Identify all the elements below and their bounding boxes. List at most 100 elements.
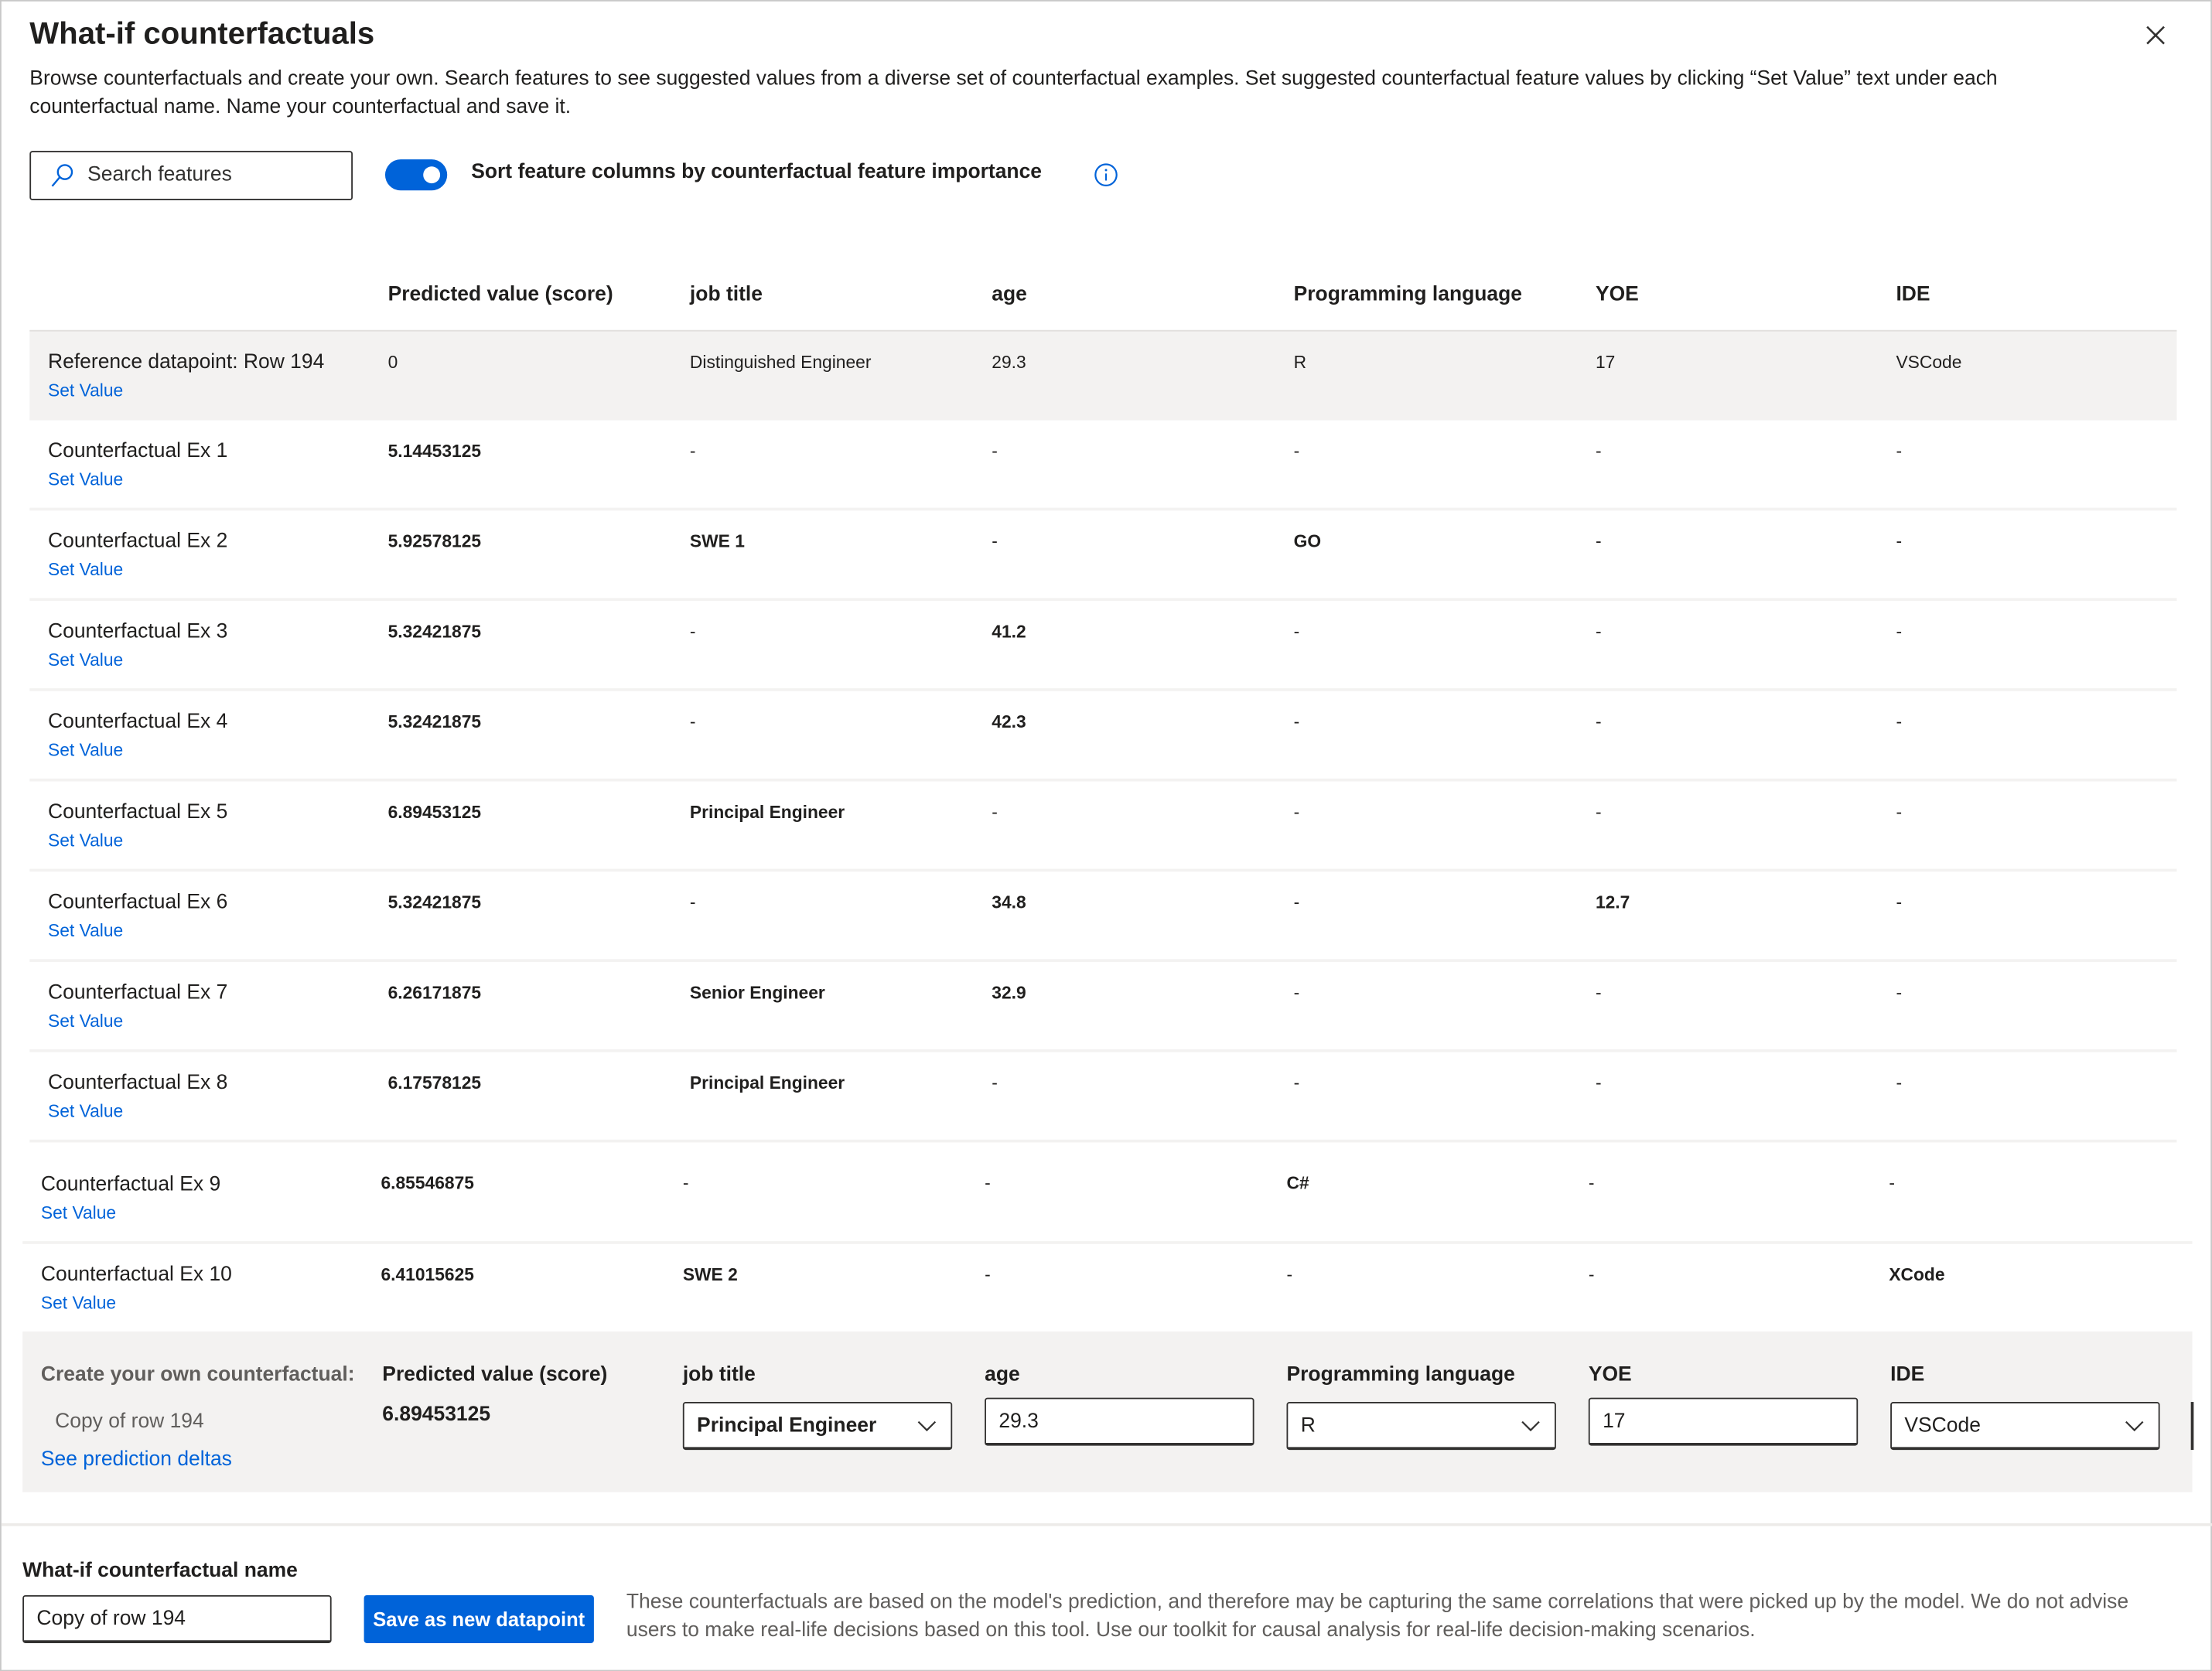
set-value-link[interactable]: Set Value bbox=[48, 560, 124, 580]
set-value-link[interactable]: Set Value bbox=[40, 1202, 117, 1223]
cell: 42.3 bbox=[992, 712, 1026, 732]
field-value: 29.3 bbox=[998, 1410, 1039, 1434]
table-row: Counterfactual Ex 1 Set Value 5.14453125 -… bbox=[29, 421, 2177, 511]
cell: C# bbox=[1286, 1173, 1309, 1194]
cell: - bbox=[992, 441, 998, 462]
table-row: Counterfactual Ex 6 Set Value 5.32421875 -… bbox=[29, 871, 2177, 962]
cell: 0 bbox=[387, 353, 398, 373]
cell: 6.17578125 bbox=[387, 1073, 482, 1093]
cell: - bbox=[1896, 1073, 1903, 1093]
table-row: Counterfactual Ex 7 Set Value 6.26171875 S… bbox=[29, 962, 2177, 1052]
cell: 32.9 bbox=[992, 983, 1026, 1003]
row-name: Counterfactual Ex 1 bbox=[48, 440, 228, 463]
row-name: Counterfactual Ex 9 bbox=[40, 1173, 221, 1196]
row-name: Counterfactual Ex 2 bbox=[48, 530, 228, 554]
cell: 6.41015625 bbox=[381, 1265, 474, 1285]
cell: 6.85546875 bbox=[381, 1173, 474, 1194]
cell: VSCode bbox=[1896, 353, 1962, 373]
create-counterfactual-panel: Create your own counterfactual: Copy of … bbox=[22, 1334, 2194, 1492]
set-value-link[interactable]: Set Value bbox=[48, 469, 124, 489]
chevron-down-icon bbox=[917, 1420, 937, 1432]
cell: - bbox=[1293, 892, 1300, 913]
set-value-link[interactable]: Set Value bbox=[48, 1011, 124, 1032]
feature-dropdown[interactable]: VSCode bbox=[1890, 1402, 2160, 1451]
cell: 5.32421875 bbox=[387, 712, 482, 732]
column-header: job title bbox=[689, 283, 763, 306]
cell: - bbox=[1595, 983, 1602, 1003]
column-header: Programming language bbox=[1293, 283, 1523, 306]
row-name: Counterfactual Ex 3 bbox=[48, 620, 228, 643]
column-header: YOE bbox=[1595, 283, 1639, 306]
feature-text-input[interactable]: 17 bbox=[1588, 1397, 1859, 1446]
cell: - bbox=[689, 622, 696, 642]
feature-dropdown[interactable]: Principal Engineer bbox=[682, 1402, 953, 1451]
cell: - bbox=[992, 531, 998, 552]
column-header: IDE bbox=[1896, 283, 1930, 306]
column-header: Predicted value (score) bbox=[387, 283, 613, 306]
name-value: Copy of row 194 bbox=[36, 1608, 186, 1631]
cell: Distinguished Engineer bbox=[689, 353, 872, 373]
cell: - bbox=[992, 802, 998, 823]
chevron-down-icon bbox=[1521, 1420, 1540, 1432]
cell: - bbox=[682, 1173, 689, 1194]
disclaimer: These counterfactuals are based on the m… bbox=[626, 1591, 2129, 1642]
cell: 29.3 bbox=[992, 353, 1026, 373]
cell: - bbox=[1896, 622, 1903, 642]
field-label: job title bbox=[682, 1363, 756, 1386]
set-value-link[interactable]: Set Value bbox=[48, 740, 124, 761]
row-name: Counterfactual Ex 4 bbox=[48, 711, 228, 734]
set-value-link[interactable]: Set Value bbox=[48, 830, 124, 851]
counterfactual-name-input[interactable]: Copy of row 194 bbox=[22, 1594, 332, 1643]
cell: - bbox=[1896, 802, 1903, 823]
set-value-link[interactable]: Set Value bbox=[48, 1101, 124, 1122]
page-description: Browse counterfactuals and create your o… bbox=[29, 67, 1998, 119]
feature-dropdown[interactable]: R bbox=[1286, 1402, 1556, 1451]
table-row: Counterfactual Ex 9 Set Value 6.85546875 -… bbox=[22, 1144, 2193, 1244]
set-value-link[interactable]: Set Value bbox=[48, 921, 124, 941]
set-value-link[interactable]: Set Value bbox=[48, 380, 124, 401]
cell: - bbox=[1588, 1265, 1595, 1285]
info-icon bbox=[1094, 163, 1118, 186]
cell: 5.32421875 bbox=[387, 892, 482, 913]
row-name: Counterfactual Ex 6 bbox=[48, 891, 228, 914]
search-icon bbox=[51, 164, 73, 187]
name-label: What-if counterfactual name bbox=[22, 1560, 298, 1583]
save-button[interactable]: Save as new datapoint bbox=[364, 1594, 594, 1643]
close-button[interactable] bbox=[2142, 21, 2169, 49]
column-header: age bbox=[992, 283, 1027, 306]
table-row: Counterfactual Ex 10 Set Value 6.41015625… bbox=[22, 1244, 2193, 1335]
cell: R bbox=[1293, 353, 1307, 373]
cell: Principal Engineer bbox=[689, 802, 845, 823]
set-value-link[interactable]: Set Value bbox=[48, 650, 124, 670]
reference-row: Reference datapoint: Row 194 Set Value 0 D… bbox=[29, 329, 2177, 421]
create-label: Create your own counterfactual: bbox=[40, 1363, 355, 1386]
cell: - bbox=[985, 1173, 991, 1194]
cell: - bbox=[689, 712, 696, 732]
cell: 41.2 bbox=[992, 622, 1026, 642]
table-row: Counterfactual Ex 4 Set Value 5.32421875 -… bbox=[29, 691, 2177, 782]
sort-toggle[interactable] bbox=[384, 159, 448, 191]
cell: - bbox=[1595, 712, 1602, 732]
cell: - bbox=[1293, 983, 1300, 1003]
field-value: 17 bbox=[1603, 1410, 1626, 1434]
cell: 5.32421875 bbox=[387, 622, 482, 642]
cell: - bbox=[992, 1073, 998, 1093]
set-value-link[interactable]: Set Value bbox=[40, 1293, 117, 1314]
field-value: Principal Engineer bbox=[697, 1414, 877, 1437]
cell: GO bbox=[1293, 531, 1322, 552]
search-input[interactable]: Search features bbox=[29, 151, 353, 201]
feature-text-input[interactable]: 29.3 bbox=[985, 1397, 1254, 1446]
field-label: age bbox=[985, 1363, 1020, 1386]
row-name: Counterfactual Ex 8 bbox=[48, 1072, 228, 1095]
info-button[interactable] bbox=[1094, 162, 1119, 195]
table-row: Counterfactual Ex 5 Set Value 6.89453125 P… bbox=[29, 781, 2177, 872]
cell: Principal Engineer bbox=[689, 1073, 845, 1093]
see-prediction-deltas-link[interactable]: See prediction deltas bbox=[40, 1448, 232, 1472]
field-label: IDE bbox=[1890, 1363, 1925, 1386]
table-row: Counterfactual Ex 8 Set Value 6.17578125 P… bbox=[29, 1052, 2177, 1143]
cell: - bbox=[1595, 531, 1602, 552]
scroll-edge bbox=[2190, 1402, 2194, 1451]
cell: - bbox=[1595, 622, 1602, 642]
cell: 5.14453125 bbox=[387, 441, 482, 462]
cell: 6.26171875 bbox=[387, 983, 482, 1003]
